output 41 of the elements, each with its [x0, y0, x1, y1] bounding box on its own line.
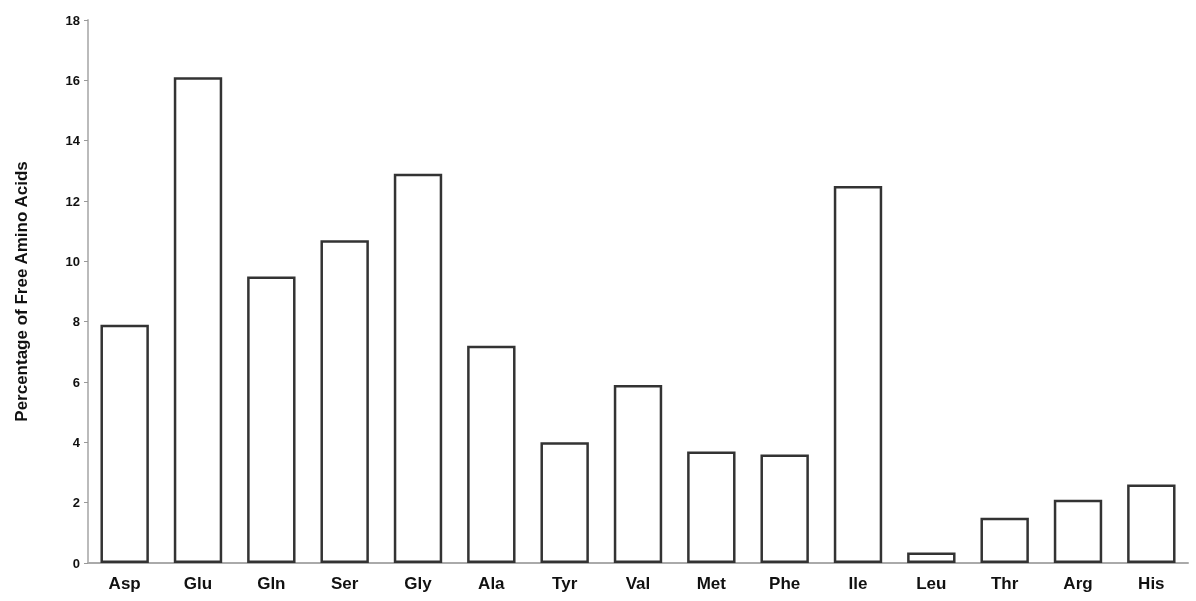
bar — [1053, 499, 1103, 563]
bar — [467, 345, 516, 563]
bar — [393, 173, 443, 563]
y-axis-title: Percentage of Free Amino Acids — [12, 161, 31, 422]
y-tick-label: 18 — [65, 12, 80, 28]
bar — [833, 185, 883, 563]
bar — [100, 324, 149, 563]
y-tick-label: 8 — [72, 314, 80, 330]
x-tick-label: Glu — [183, 574, 213, 593]
x-tick-label: Thr — [990, 574, 1019, 593]
y-tick-label: 2 — [72, 495, 80, 511]
bar — [980, 517, 1029, 563]
bar — [1127, 484, 1176, 563]
x-tick-label: Ile — [848, 574, 868, 593]
x-tick-label: His — [1138, 574, 1165, 593]
bar — [320, 240, 369, 563]
bar — [687, 451, 736, 563]
y-tick-label: 14 — [65, 133, 81, 149]
x-tick-label: Leu — [916, 574, 947, 593]
x-tick-label: Asp — [108, 574, 141, 593]
x-tick-label: Gln — [257, 574, 286, 593]
bar — [540, 442, 589, 563]
y-tick-label: 10 — [65, 253, 80, 269]
bar — [760, 454, 809, 563]
bar — [613, 385, 663, 563]
bar — [173, 77, 223, 563]
x-tick-label: Ser — [330, 574, 359, 593]
x-tick-label: Gly — [404, 574, 433, 593]
x-tick-label: Val — [625, 574, 651, 593]
y-tick-label: 16 — [65, 72, 80, 88]
x-tick-label: Ala — [478, 574, 506, 593]
y-tick-label: 4 — [72, 434, 81, 450]
y-tick-label: 6 — [72, 374, 80, 390]
x-tick-label: Tyr — [552, 574, 578, 593]
y-tick-label: 12 — [65, 193, 80, 209]
bar — [247, 276, 296, 563]
x-tick-label: Met — [696, 574, 727, 593]
x-tick-label: Phe — [769, 574, 801, 593]
bar — [907, 552, 956, 563]
x-tick-label: Arg — [1063, 574, 1093, 593]
y-tick-label: 0 — [72, 555, 80, 571]
